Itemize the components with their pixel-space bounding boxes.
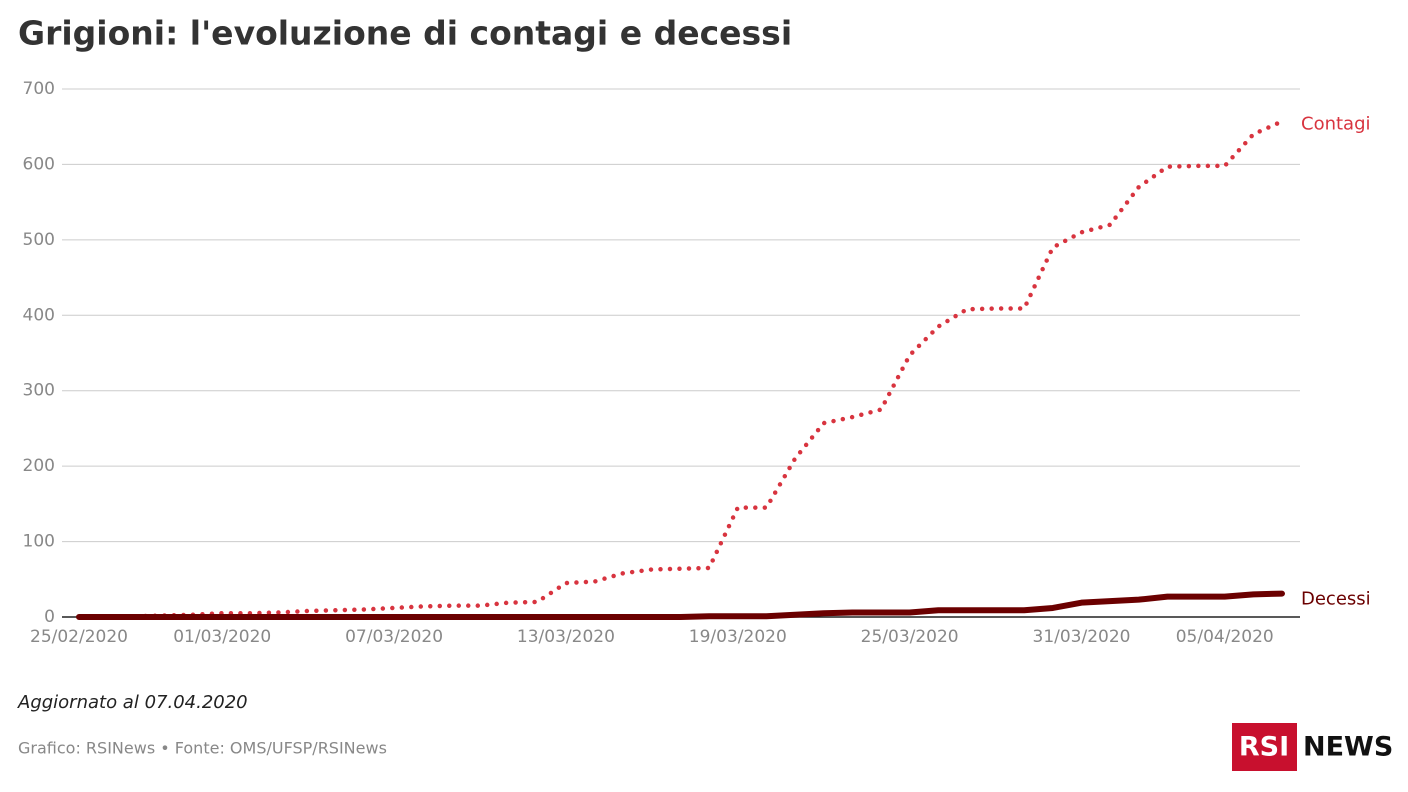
series-label: Decessi <box>1301 589 1371 610</box>
x-tick-label: 13/03/2020 <box>517 627 615 647</box>
y-tick-label: 400 <box>23 305 55 325</box>
note: Aggiornato al 07.04.2020 <box>17 692 248 713</box>
x-tick-label: 25/02/2020 <box>30 627 128 647</box>
chart-title: Grigioni: l'evoluzione di contagi e dece… <box>18 14 792 53</box>
y-tick-label: 200 <box>23 456 55 476</box>
y-tick-label: 100 <box>23 532 55 552</box>
x-tick-label: 25/03/2020 <box>861 627 959 647</box>
x-tick-label: 19/03/2020 <box>689 627 787 647</box>
series-line <box>76 119 1285 620</box>
series-label: Contagi <box>1301 113 1371 134</box>
logo-box <box>1232 723 1297 771</box>
y-tick-label: 300 <box>23 381 55 401</box>
x-tick-label: 31/03/2020 <box>1033 627 1131 647</box>
series-line <box>76 590 1285 620</box>
x-tick-label: 01/03/2020 <box>173 627 271 647</box>
y-tick-label: 0 <box>44 607 55 627</box>
logo-label: NEWS <box>1303 732 1393 763</box>
source: Grafico: RSINews • Fonte: OMS/UFSP/RSINe… <box>18 739 387 758</box>
x-tick-label: 07/03/2020 <box>345 627 443 647</box>
logo-brand: RSI <box>1239 732 1289 763</box>
y-tick-label: 700 <box>23 79 55 99</box>
y-tick-label: 500 <box>23 230 55 250</box>
y-tick-label: 600 <box>23 154 55 174</box>
x-tick-label: 05/04/2020 <box>1176 627 1274 647</box>
